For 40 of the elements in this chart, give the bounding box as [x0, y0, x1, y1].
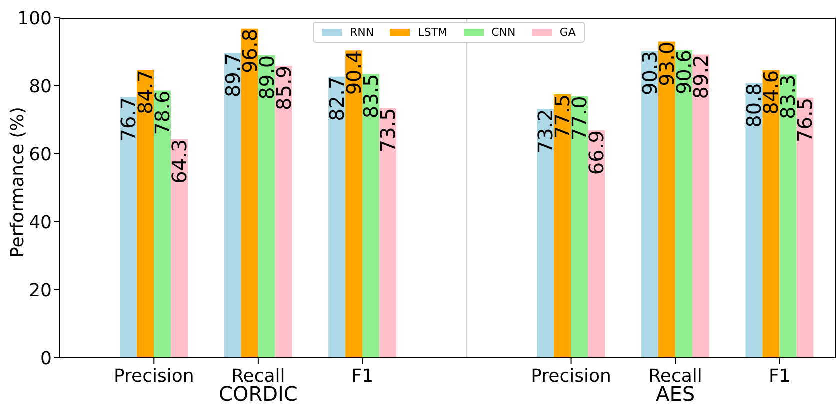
y-tick-label: 60 — [29, 144, 52, 166]
legend-label: RNN — [350, 26, 374, 39]
bar — [362, 74, 380, 358]
bar — [224, 53, 242, 358]
bar — [675, 50, 692, 358]
legend-label: CNN — [492, 26, 516, 39]
bar — [346, 50, 363, 358]
bar — [692, 54, 710, 358]
y-tick-label: 0 — [40, 348, 52, 370]
x-tick-label: Precision — [531, 366, 612, 387]
bar — [554, 94, 572, 358]
bar — [571, 96, 588, 358]
bar — [762, 70, 780, 358]
y-axis-title: Performance (%) — [7, 107, 28, 258]
legend-label: GA — [560, 26, 576, 39]
bar — [780, 74, 797, 358]
bar — [328, 76, 346, 358]
x-tick-label: F1 — [352, 366, 374, 387]
y-tick-label: 80 — [29, 76, 52, 98]
bar — [537, 109, 554, 358]
bar — [588, 130, 606, 358]
legend-label: LSTM — [418, 26, 448, 39]
bar — [171, 139, 188, 358]
bar — [154, 90, 171, 358]
bar — [658, 42, 676, 358]
bar — [275, 66, 292, 358]
bar — [241, 28, 258, 358]
bar — [258, 55, 276, 358]
y-tick-label: 20 — [29, 280, 52, 302]
y-tick-label: 100 — [18, 8, 52, 30]
y-tick-label: 40 — [29, 212, 52, 234]
data-label: 64.3 — [168, 139, 192, 184]
x-tick-label: F1 — [768, 366, 791, 387]
bar — [137, 70, 154, 358]
bar — [746, 83, 763, 358]
bar — [641, 50, 658, 358]
bar — [120, 97, 137, 358]
bar — [380, 108, 397, 358]
x-tick-label: Precision — [114, 366, 194, 387]
bar — [796, 98, 814, 358]
